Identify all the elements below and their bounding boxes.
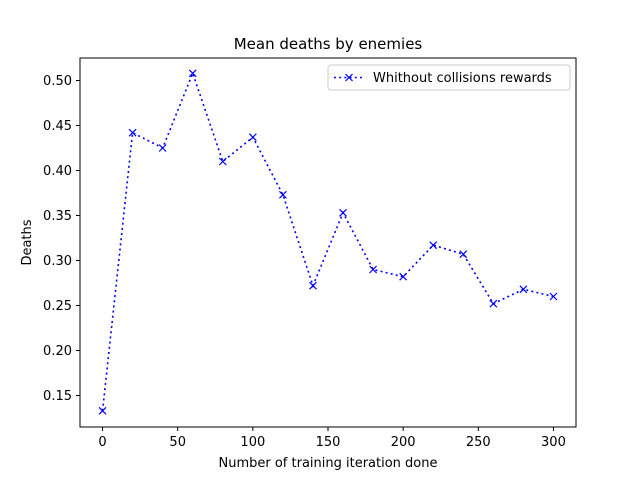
data-point-marker — [519, 285, 528, 294]
x-tick-label: 300 — [541, 435, 566, 450]
x-axis-title: Number of training iteration done — [218, 456, 437, 471]
data-point-marker — [98, 406, 107, 415]
chart-title: Mean deaths by enemies — [234, 35, 423, 53]
data-point-marker — [339, 208, 347, 217]
x-tick-label: 0 — [98, 435, 106, 450]
data-point-marker — [459, 250, 468, 259]
data-point-marker — [489, 299, 498, 308]
plot-area — [98, 69, 558, 415]
legend-marker — [345, 73, 353, 82]
series-line — [101, 71, 554, 411]
data-point-marker — [549, 292, 558, 301]
x-tick-label: 50 — [169, 435, 186, 450]
x-tick-label: 200 — [391, 435, 416, 450]
y-tick-label: 0.50 — [43, 74, 72, 89]
y-axis-title: Deaths — [20, 219, 35, 265]
y-tick-label: 0.35 — [43, 209, 72, 224]
y-tick-label: 0.15 — [43, 389, 72, 404]
data-point-marker — [369, 265, 378, 274]
y-tick-label: 0.45 — [43, 119, 72, 134]
y-tick-label: 0.20 — [43, 344, 72, 359]
legend: Whithout collisions rewards — [327, 64, 571, 91]
x-tick-label: 150 — [316, 435, 341, 450]
data-point-marker — [309, 281, 317, 290]
data-point-marker — [188, 69, 197, 78]
data-point-marker — [128, 128, 137, 137]
x-axis: 0 50 100 150 200 250 300 — [98, 427, 566, 450]
legend-box — [327, 64, 571, 91]
data-point-marker — [248, 133, 257, 142]
data-point-marker — [158, 144, 167, 152]
y-tick-label: 0.30 — [43, 254, 72, 269]
x-tick-label: 100 — [240, 435, 265, 450]
data-point-marker — [278, 190, 287, 199]
data-point-marker — [429, 241, 438, 250]
y-tick-label: 0.25 — [43, 299, 72, 314]
legend-label: Whithout collisions rewards — [373, 71, 552, 86]
y-axis: 0.15 0.20 0.25 0.30 0.35 0.40 0.45 0.50 — [43, 74, 80, 404]
data-point-marker — [399, 272, 408, 281]
x-tick-label: 250 — [466, 435, 491, 450]
y-tick-label: 0.40 — [43, 164, 72, 179]
data-point-marker — [218, 157, 227, 166]
